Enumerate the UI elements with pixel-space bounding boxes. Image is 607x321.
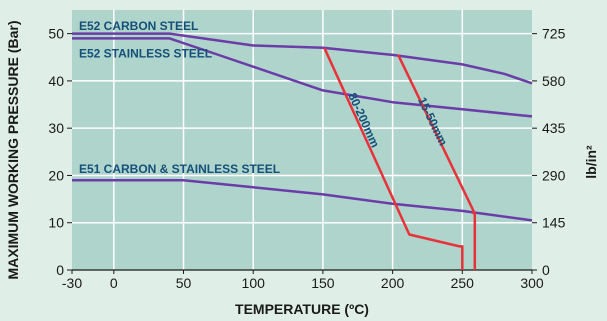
series-label: E52 STAINLESS STEEL (79, 46, 212, 60)
y-tick-label: 20 (48, 167, 64, 183)
y-tick-label: 50 (48, 26, 64, 42)
x-tick-label: 100 (242, 275, 266, 291)
y2-tick-label: 725 (542, 26, 566, 42)
y-axis-ticks: 0 10 20 30 40 50 (48, 26, 72, 278)
y2-axis-ticks: 0 145 290 435 580 725 (532, 26, 566, 278)
y-tick-label: 10 (48, 215, 64, 231)
x-tick-label: 250 (451, 275, 475, 291)
series-lines (72, 32, 533, 270)
x-axis-title: TEMPERATURE (ºC) (235, 301, 369, 317)
series-line-15-50mm (397, 54, 477, 270)
series-label: E51 CARBON & STAINLESS STEEL (79, 162, 280, 176)
y-axis-title: MAXIMUM WORKING PRESSURE (Bar) (5, 20, 21, 279)
y2-tick-label: 290 (542, 167, 566, 183)
x-tick-label: 0 (110, 275, 118, 291)
plot-area (72, 10, 532, 270)
y2-tick-label: 145 (542, 215, 566, 231)
y2-tick-label: 0 (542, 262, 550, 278)
series-line-e51-carbon-stainless-steel (72, 178, 533, 222)
series-line-e52-carbon-steel (72, 32, 533, 85)
x-tick-label: 150 (311, 275, 335, 291)
y2-tick-label: 580 (542, 73, 566, 89)
x-axis-ticks: -30 0 50 100 150 200 250 300 (62, 270, 544, 291)
series-line-80-200mm (323, 47, 464, 270)
y2-axis-title: lb/in² (583, 145, 599, 179)
x-tick-label: 300 (520, 275, 544, 291)
x-tick-label: 50 (176, 275, 192, 291)
y-tick-label: 30 (48, 120, 64, 136)
y-tick-label: 0 (56, 262, 64, 278)
series-label: E52 CARBON STEEL (79, 19, 198, 33)
x-tick-label: -30 (62, 275, 82, 291)
y2-tick-label: 435 (542, 120, 566, 136)
x-tick-label: 200 (381, 275, 405, 291)
series-line-e52-stainless-steel (72, 37, 533, 118)
y-tick-label: 40 (48, 73, 64, 89)
